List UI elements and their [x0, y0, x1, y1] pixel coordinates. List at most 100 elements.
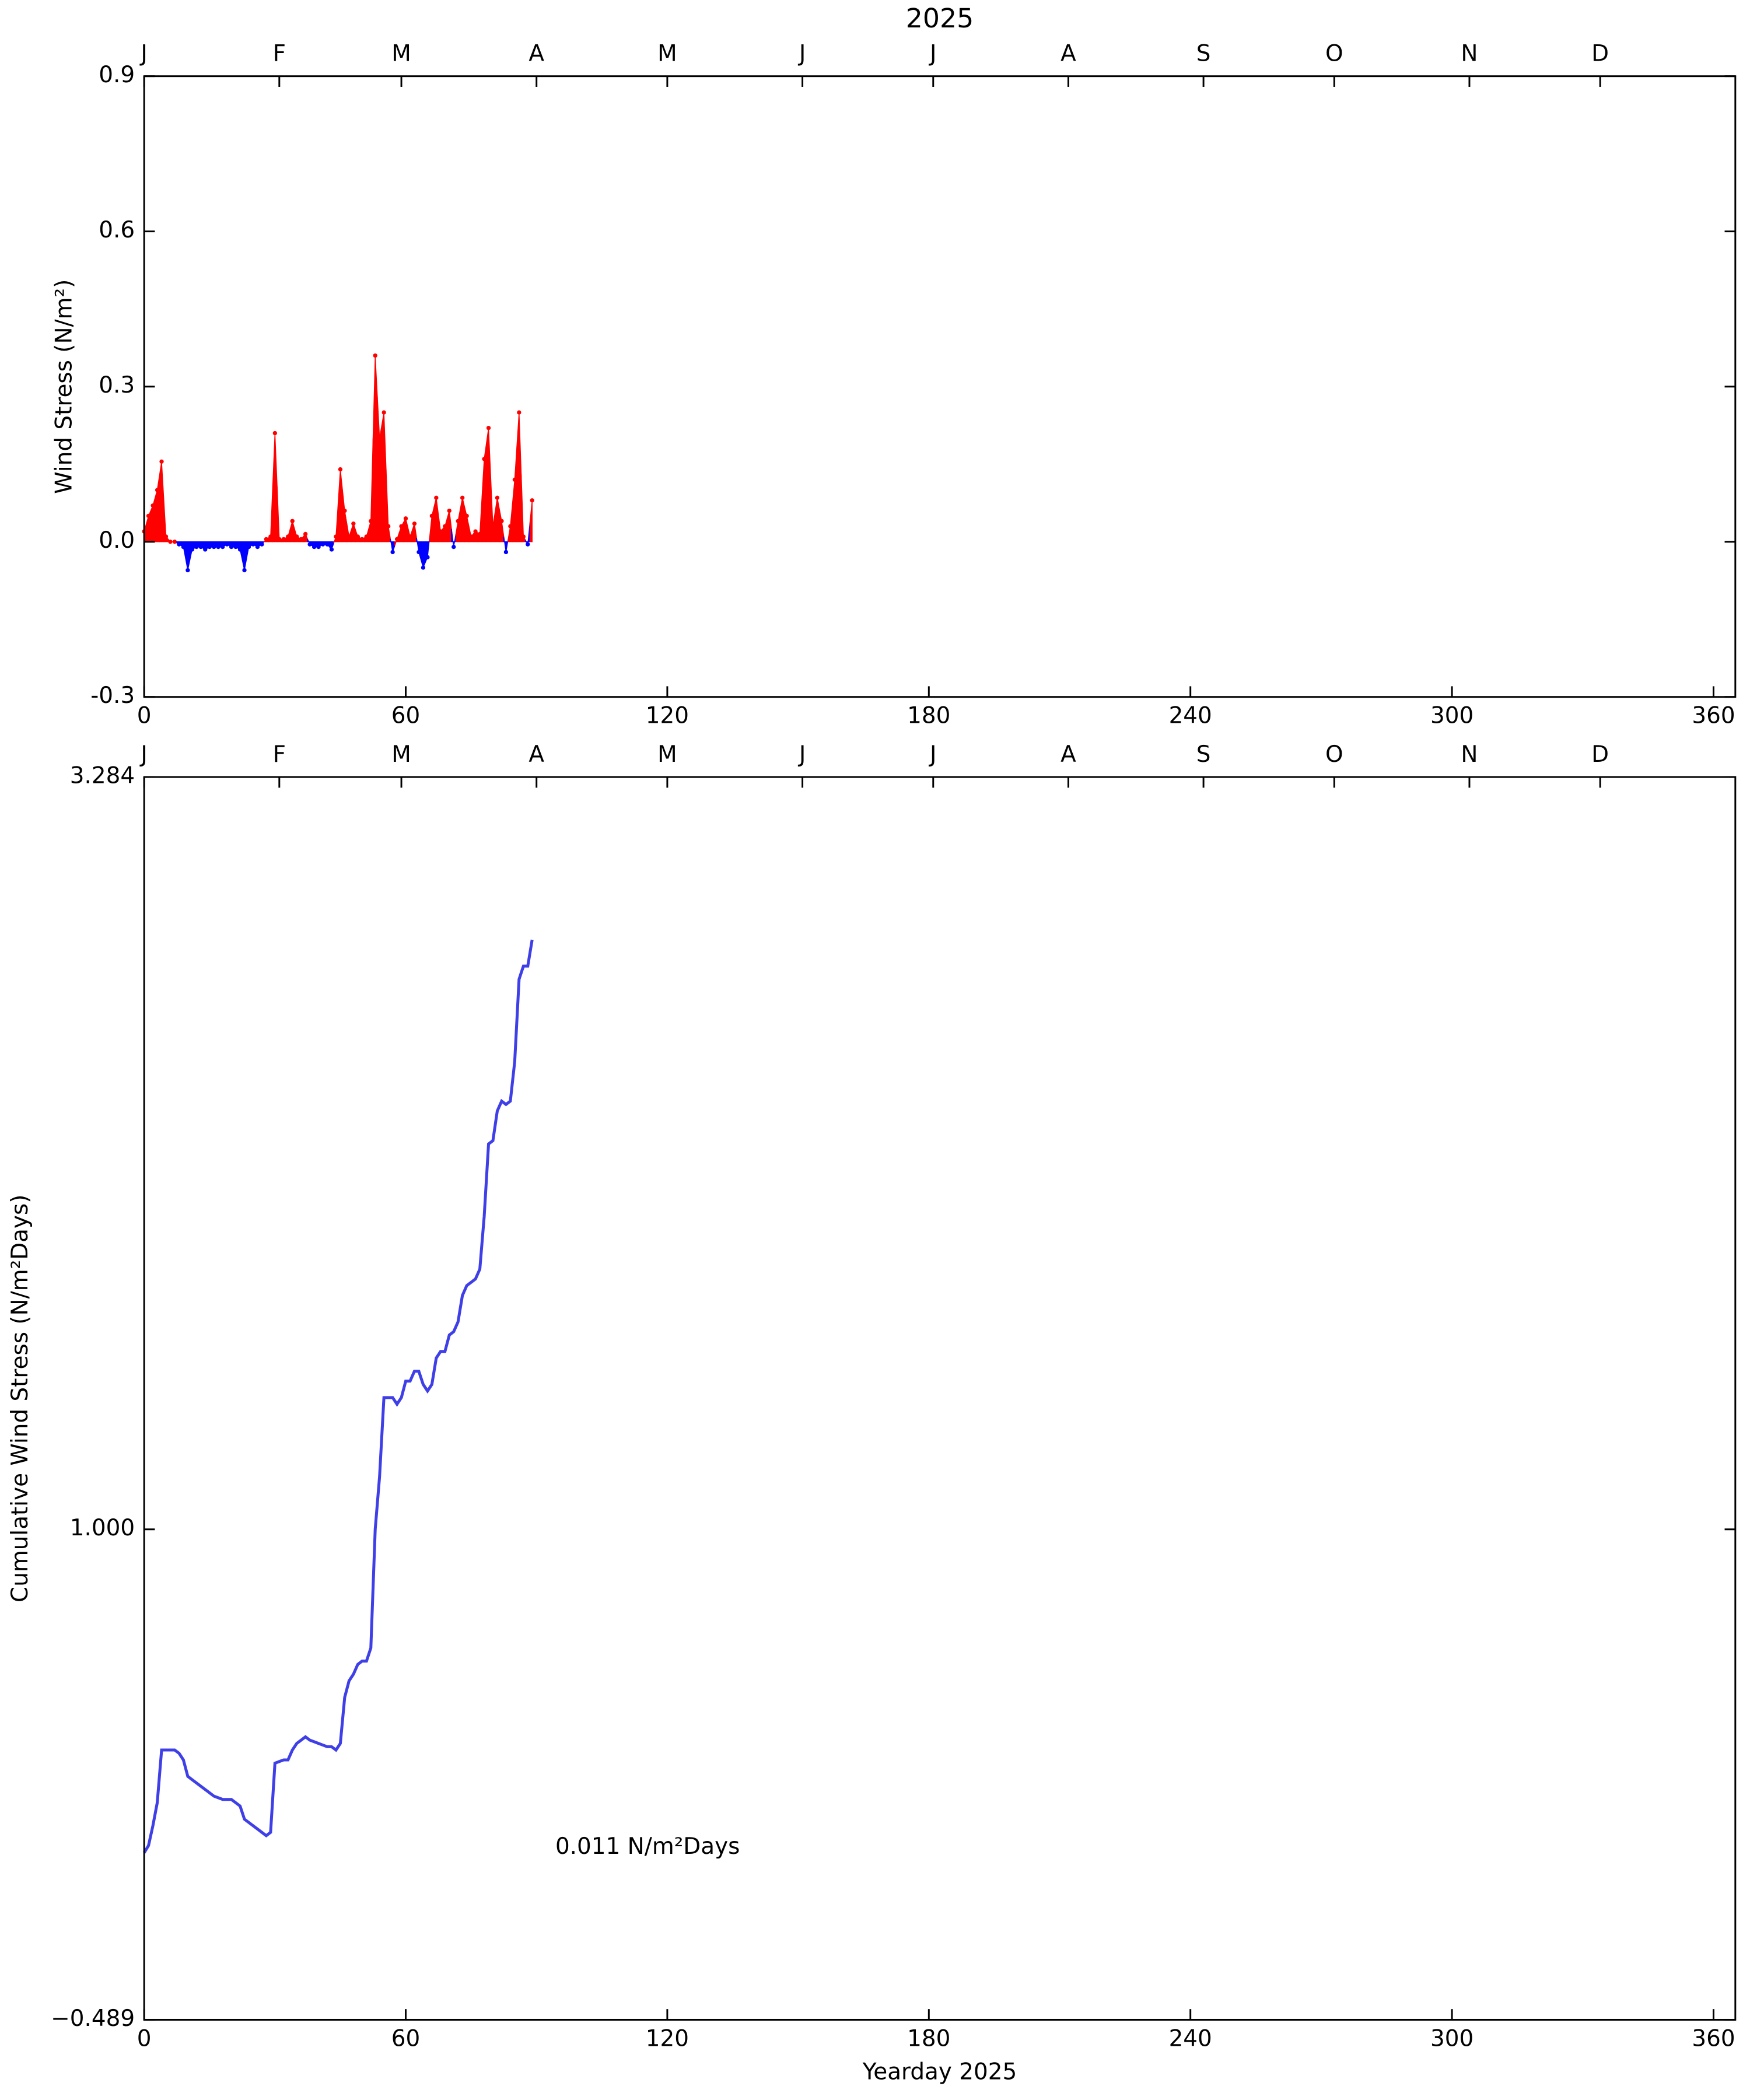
- point: [373, 353, 377, 358]
- area-segment: [512, 446, 517, 542]
- point: [264, 537, 269, 541]
- point: [512, 477, 517, 482]
- x-tick-label: 300: [1430, 703, 1474, 729]
- month-tick-label: A: [528, 41, 544, 67]
- point: [329, 547, 334, 552]
- point: [172, 540, 177, 544]
- point: [377, 436, 382, 441]
- area-segment: [159, 461, 164, 542]
- point: [425, 555, 430, 559]
- x-tick-label: 240: [1169, 703, 1212, 729]
- area-segment: [403, 517, 408, 542]
- point: [491, 524, 495, 528]
- point: [281, 537, 286, 541]
- point: [272, 430, 277, 436]
- y-axis-label: Cumulative Wind Stress (N/m²Days): [7, 1195, 33, 1602]
- x-tick-label: 240: [1169, 2025, 1212, 2052]
- area-segment: [481, 443, 487, 542]
- point: [316, 544, 321, 550]
- point: [146, 513, 151, 519]
- month-tick-label: M: [391, 41, 411, 67]
- point: [346, 534, 352, 539]
- point: [394, 537, 400, 541]
- point: [220, 544, 225, 550]
- point: [486, 425, 491, 430]
- point: [299, 537, 303, 541]
- area-segment: [416, 537, 422, 560]
- point: [225, 542, 229, 547]
- annotation: 0.011 N/m²Days: [555, 1833, 740, 1860]
- point: [360, 537, 365, 541]
- month-tick-label: D: [1591, 41, 1609, 67]
- area-segment: [377, 397, 383, 542]
- area-segment: [303, 533, 309, 542]
- area-segment: [333, 503, 339, 544]
- point: [408, 534, 412, 539]
- area-segment: [237, 541, 243, 560]
- month-tick-label: J: [928, 741, 936, 768]
- area-segment: [185, 541, 191, 570]
- area-segment: [372, 355, 378, 542]
- point: [203, 547, 208, 552]
- month-tick-label: J: [797, 741, 806, 768]
- point: [307, 542, 312, 547]
- month-tick-label: S: [1196, 41, 1211, 67]
- point: [320, 542, 326, 547]
- area-segment: [368, 438, 374, 542]
- y-tick-label: 1.000: [70, 1515, 135, 1541]
- area-segment: [338, 469, 343, 542]
- point: [338, 467, 343, 472]
- x-tick-label: 60: [391, 703, 421, 729]
- point: [530, 498, 534, 503]
- area-segment: [477, 496, 482, 542]
- point: [464, 513, 469, 519]
- point: [268, 534, 273, 539]
- y-tick-label: 0.3: [99, 372, 135, 398]
- area-segment: [363, 528, 369, 542]
- point: [390, 550, 395, 555]
- area-segment: [242, 541, 247, 570]
- area-segment: [503, 536, 509, 552]
- y-tick-label: -0.3: [90, 682, 135, 709]
- area-segment: [495, 498, 500, 542]
- month-tick-label: F: [273, 41, 286, 67]
- area-segment: [525, 522, 531, 546]
- month-tick-label: A: [1060, 41, 1076, 67]
- point: [399, 524, 404, 528]
- area-segment: [155, 475, 160, 542]
- y-axis-label: Wind Stress (N/m²): [51, 279, 78, 494]
- point: [438, 529, 443, 534]
- point: [456, 519, 460, 523]
- point: [312, 544, 317, 550]
- month-tick-label: J: [139, 741, 147, 768]
- point: [495, 495, 500, 501]
- y-tick-label: 0.0: [99, 527, 135, 554]
- point: [434, 495, 439, 501]
- area-segment: [386, 469, 391, 542]
- x-tick-label: 120: [646, 703, 689, 729]
- y-tick-label: 3.284: [70, 763, 135, 789]
- area-segment: [486, 428, 491, 542]
- area-segment: [433, 498, 439, 542]
- area-segment: [342, 489, 348, 542]
- area-segment: [289, 519, 295, 542]
- area-segment: [268, 485, 274, 542]
- area-segment: [420, 541, 426, 569]
- x-tick-label: 0: [137, 2025, 152, 2052]
- point: [386, 524, 391, 528]
- point: [150, 503, 155, 508]
- area-segment: [272, 433, 278, 542]
- point: [260, 542, 264, 547]
- point: [242, 568, 247, 573]
- point: [303, 531, 308, 537]
- point: [251, 542, 256, 547]
- month-tick-label: O: [1325, 741, 1343, 768]
- point: [382, 410, 386, 415]
- point: [277, 537, 282, 541]
- point: [198, 544, 203, 550]
- area-segment: [329, 541, 334, 551]
- point: [177, 542, 181, 547]
- y-tick-label: 0.6: [99, 217, 135, 243]
- point: [412, 522, 417, 526]
